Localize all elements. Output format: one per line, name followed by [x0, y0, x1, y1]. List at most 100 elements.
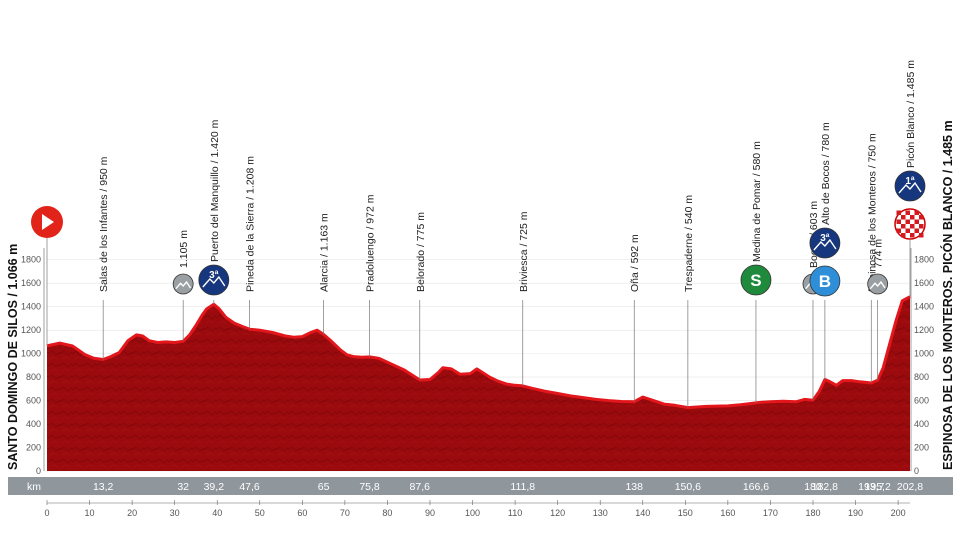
- checker-square: [919, 215, 924, 220]
- waypoint-label: Salas de los Infantes / 950 m: [98, 156, 110, 292]
- x-tick-label: 190: [848, 508, 863, 518]
- waypoint-km-label: 75,8: [359, 481, 380, 493]
- waypoint-label: 1.105 m: [178, 230, 190, 268]
- mountain-glyph: [813, 238, 837, 251]
- x-tick-label: 150: [678, 508, 693, 518]
- waypoint-km-label: 65: [318, 481, 330, 493]
- checker-square: [896, 228, 901, 233]
- start-finish-labels: SANTO DOMINGO DE SILOS / 1.066 m ESPINOS…: [6, 120, 955, 470]
- x-tick-label: 110: [508, 508, 522, 518]
- badge-circle: [740, 264, 772, 296]
- badge-circle: [198, 264, 230, 296]
- waypoint-km-label: 166,6: [743, 481, 769, 493]
- x-tick-label: 200: [891, 508, 906, 518]
- checker-square: [905, 219, 910, 224]
- checker-square: [901, 224, 906, 229]
- waypoint-km-label: 13,2: [93, 481, 114, 493]
- waypoint-label: Oña / 592 m: [629, 234, 641, 292]
- y-tick-label-right: 0: [914, 466, 919, 476]
- start-label: SANTO DOMINGO DE SILOS / 1.066 m: [6, 244, 20, 470]
- waypoints: Salas de los Infantes / 950 m 13,2 1.105 m…: [31, 60, 926, 493]
- x-tick-label: 10: [85, 508, 95, 518]
- waypoint-label: Trespaderne / 540 m: [683, 195, 695, 292]
- mountain-icon: 3ª: [809, 227, 841, 259]
- waypoint-label: Alarcia / 1.163 m: [319, 213, 331, 292]
- mountain-glyph: [202, 275, 226, 288]
- x-tick-label: 130: [593, 508, 608, 518]
- category-text: 3ª: [209, 270, 219, 281]
- km-band-label: km: [27, 481, 41, 493]
- waypoint-km-label: 150,6: [675, 481, 701, 493]
- finish-label: ESPINOSA DE LOS MONTEROS. PICÓN BLANCO /…: [940, 120, 955, 470]
- x-tick-label: 170: [763, 508, 778, 518]
- y-tick-label-left: 1800: [21, 255, 41, 265]
- checker-square: [914, 210, 919, 215]
- waypoint-km-label: 180: [804, 481, 822, 493]
- checker-square: [905, 210, 910, 215]
- checker-square: [919, 233, 924, 238]
- waypoint-label: Picón Blanco / 1.485 m: [905, 60, 917, 168]
- waypoint-label: Alto de Bocos / 780 m: [820, 122, 832, 225]
- x-tick-label: 70: [340, 508, 350, 518]
- mountain-icon: 1ª: [894, 170, 926, 202]
- waypoint-km-label: 202,8: [897, 481, 923, 493]
- checker-square: [905, 228, 910, 233]
- x-tick-label: 50: [255, 508, 265, 518]
- waypoint-label: Espinosa de los Monteros / 750 m: [866, 133, 878, 292]
- y-tick-label-left: 800: [26, 372, 41, 382]
- waypoint-label: Pradoluengo / 972 m: [365, 194, 377, 292]
- x-tick-label: 20: [127, 508, 137, 518]
- badge-circle: [809, 227, 841, 259]
- y-tick-label-right: 1200: [914, 325, 934, 335]
- y-tick-label-right: 1800: [914, 255, 934, 265]
- x-tick-label: 40: [212, 508, 222, 518]
- y-tick-label-left: 1400: [21, 302, 41, 312]
- waypoint-km-label: 138: [625, 481, 643, 493]
- mountain-icon: 3ª: [198, 264, 230, 296]
- checker-square: [914, 219, 919, 224]
- checker-square: [896, 219, 901, 224]
- checker-square: [896, 210, 901, 215]
- y-tick-label-right: 600: [914, 396, 929, 406]
- profile-area: [46, 295, 911, 471]
- badge-circle: [172, 273, 194, 295]
- waypoint-label: Belorado / 775 m: [415, 212, 427, 292]
- badge-circle: [867, 273, 889, 295]
- sprint-icon: S: [740, 264, 772, 296]
- checker-square: [910, 215, 915, 220]
- x-tick-label: 60: [297, 508, 307, 518]
- badge-letter: S: [750, 271, 761, 290]
- waypoint-km-label: 47,6: [239, 481, 260, 493]
- x-tick-label: 80: [382, 508, 392, 518]
- y-tick-label-left: 0: [36, 466, 41, 476]
- checker-square: [914, 228, 919, 233]
- start-icon: [31, 206, 63, 346]
- km-band: [8, 477, 953, 495]
- y-tick-label-left: 1600: [21, 278, 41, 288]
- category-text: 1ª: [905, 176, 915, 187]
- mountain-icon: [867, 273, 889, 295]
- y-tick-label-left: 1200: [21, 325, 41, 335]
- waypoint-km-label: 32: [177, 481, 189, 493]
- y-tick-label-left: 400: [26, 419, 41, 429]
- y-tick-label-right: 400: [914, 419, 929, 429]
- mountain-glyph: [175, 280, 192, 290]
- checker-square: [901, 215, 906, 220]
- checker-square: [919, 224, 924, 229]
- y-tick-label-right: 1000: [914, 349, 934, 359]
- x-tick-label: 180: [805, 508, 820, 518]
- y-tick-label-right: 1400: [914, 302, 934, 312]
- elevation-area: [47, 296, 910, 471]
- checker-square: [901, 233, 906, 238]
- waypoint-label: Pineda de la Sierra / 1.208 m: [245, 156, 257, 292]
- x-tick-label: 120: [550, 508, 565, 518]
- waypoint-label: Puerto del Manquillo / 1.420 m: [209, 119, 221, 262]
- waypoint-km-label: 195,2: [865, 481, 891, 493]
- finish-flag-icon: [894, 208, 926, 240]
- x-tick-label: 140: [635, 508, 650, 518]
- waypoint-label: Briviesca / 725 m: [518, 211, 530, 292]
- x-tick-label: 0: [44, 508, 49, 518]
- badge-circle: [894, 170, 926, 202]
- waypoint-km-label: 87,6: [410, 481, 431, 493]
